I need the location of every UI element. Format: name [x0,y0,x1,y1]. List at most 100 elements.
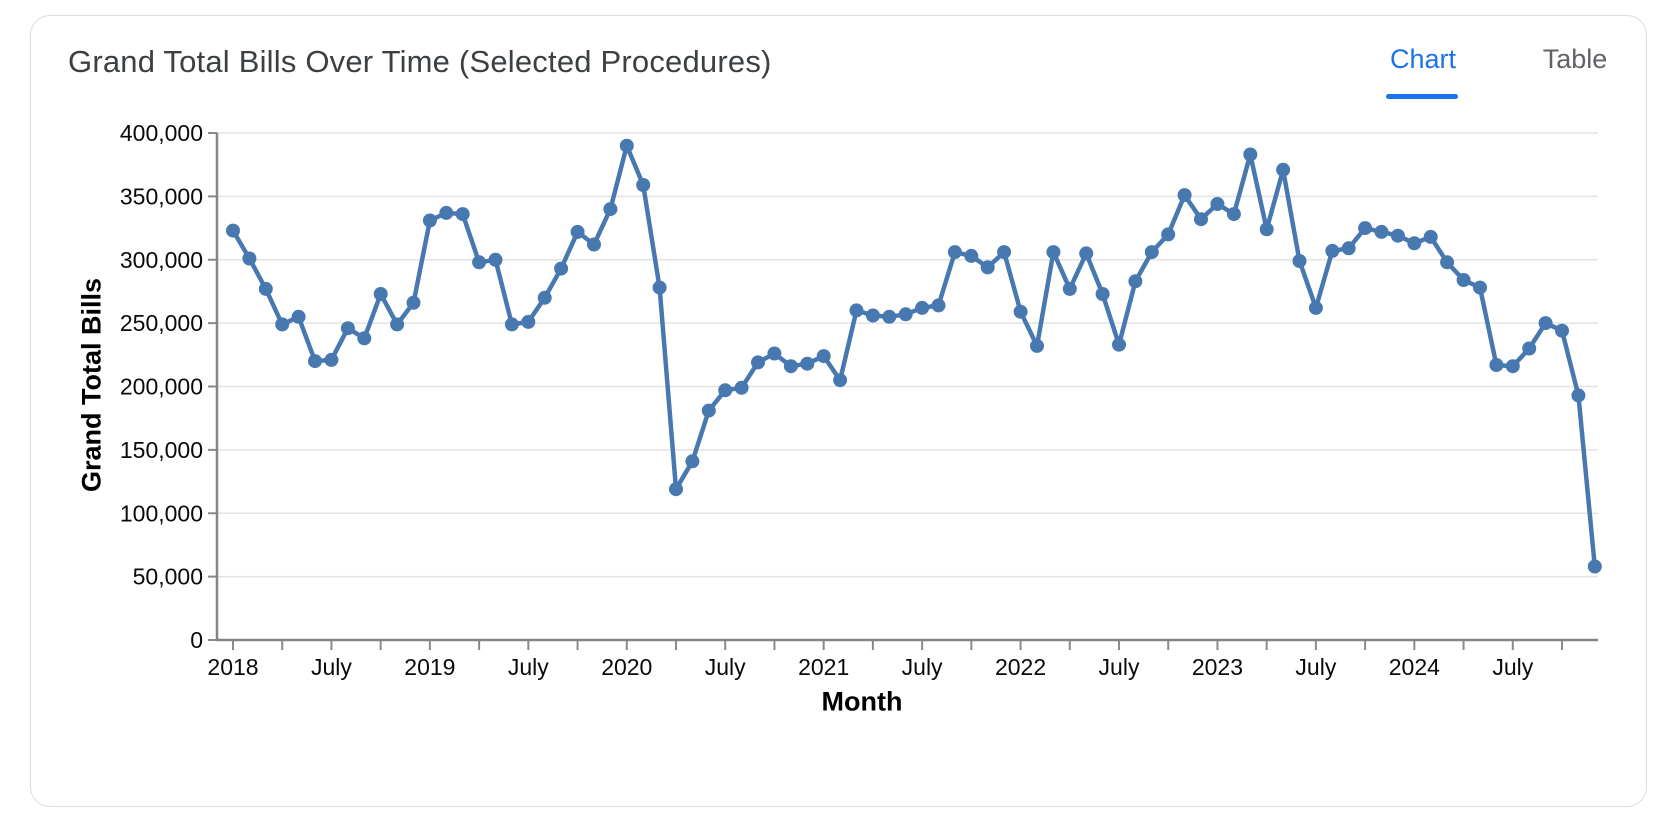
data-point[interactable] [291,309,306,324]
data-point[interactable] [898,307,913,322]
data-point[interactable] [554,261,569,276]
data-point[interactable] [1473,280,1487,295]
data-point[interactable] [258,281,273,296]
data-point[interactable] [242,251,257,266]
data-point[interactable] [422,213,437,228]
data-point[interactable] [1325,243,1340,258]
data-point[interactable] [1505,359,1520,374]
data-point[interactable] [833,373,848,388]
y-tick-label: 0 [190,627,203,653]
data-point[interactable] [1555,323,1569,338]
tab-chart[interactable]: Chart [1389,44,1457,74]
data-point[interactable] [1276,162,1291,177]
data-point[interactable] [406,295,421,310]
y-tick-label: 300,000 [120,247,203,273]
data-point[interactable] [308,354,322,369]
data-point[interactable] [504,317,519,332]
data-point[interactable] [390,317,405,332]
x-tick-label: July [1492,654,1533,680]
data-point[interactable] [800,356,815,371]
data-point[interactable] [882,309,897,324]
data-point[interactable] [783,359,798,374]
x-tick-label: 2019 [404,654,455,680]
data-point[interactable] [1489,358,1504,372]
data-point[interactable] [275,317,290,332]
data-point[interactable] [340,321,355,336]
data-point[interactable] [915,300,930,315]
data-point[interactable] [865,308,880,323]
x-tick-label: 2024 [1389,654,1440,680]
data-point[interactable] [767,346,782,361]
data-point[interactable] [1112,337,1126,352]
data-point[interactable] [1046,245,1061,260]
data-point[interactable] [603,202,618,217]
data-point[interactable] [1308,300,1323,315]
data-point[interactable] [1243,147,1258,162]
y-axis-title: Grand Total Bills [76,277,107,493]
data-point[interactable] [685,454,700,469]
data-point[interactable] [1374,224,1389,239]
data-point[interactable] [439,205,454,220]
data-point[interactable] [521,314,536,329]
data-point[interactable] [1587,559,1602,574]
data-point[interactable] [619,138,634,153]
y-tick-label: 150,000 [120,437,203,463]
y-tick-label: 400,000 [120,120,203,146]
data-point[interactable] [1259,222,1274,237]
data-point[interactable] [849,303,864,318]
data-point[interactable] [1358,221,1373,236]
data-point[interactable] [488,252,503,267]
data-point[interactable] [1341,241,1356,256]
active-tab-underline [1386,94,1458,99]
data-point[interactable] [1194,212,1208,227]
data-point[interactable] [570,224,585,239]
data-point[interactable] [357,331,372,346]
data-point[interactable] [636,178,651,192]
data-point[interactable] [1292,254,1307,268]
data-point[interactable] [669,482,683,497]
data-point[interactable] [1226,207,1241,222]
data-point[interactable] [1571,388,1586,403]
data-point[interactable] [964,248,979,263]
data-point[interactable] [587,237,601,252]
data-point[interactable] [1144,245,1159,260]
data-point[interactable] [472,255,487,270]
data-point[interactable] [1423,229,1438,244]
data-point[interactable] [1161,227,1176,242]
tab-table[interactable]: Table [1542,44,1608,74]
data-point[interactable] [1079,246,1094,261]
data-point[interactable] [537,290,552,305]
y-tick-label: 100,000 [120,500,203,526]
data-point[interactable] [1013,304,1028,319]
data-point[interactable] [816,349,831,364]
data-point[interactable] [1440,255,1455,270]
data-point[interactable] [931,298,946,313]
data-point[interactable] [980,260,995,275]
data-point[interactable] [701,403,716,418]
page-title: Grand Total Bills Over Time (Selected Pr… [68,44,772,79]
data-point[interactable] [947,245,962,260]
data-point[interactable] [226,223,240,238]
data-point[interactable] [1390,228,1405,243]
data-point[interactable] [455,207,470,222]
data-point[interactable] [1522,341,1537,356]
data-point[interactable] [1030,338,1044,353]
data-point[interactable] [997,245,1012,260]
data-point[interactable] [652,280,667,295]
data-point[interactable] [1177,188,1192,203]
data-point[interactable] [1128,274,1143,289]
data-point[interactable] [373,287,388,301]
data-point[interactable] [1062,281,1077,296]
data-point[interactable] [751,355,765,370]
data-point[interactable] [1095,287,1110,301]
data-point[interactable] [718,383,733,398]
data-point[interactable] [1407,236,1422,251]
data-point[interactable] [324,352,339,367]
data-point[interactable] [1538,316,1553,331]
x-tick-label: July [902,654,943,680]
data-point[interactable] [1456,273,1471,287]
data-point[interactable] [1210,197,1225,211]
x-tick-label: July [1295,654,1336,680]
data-point[interactable] [734,380,749,395]
